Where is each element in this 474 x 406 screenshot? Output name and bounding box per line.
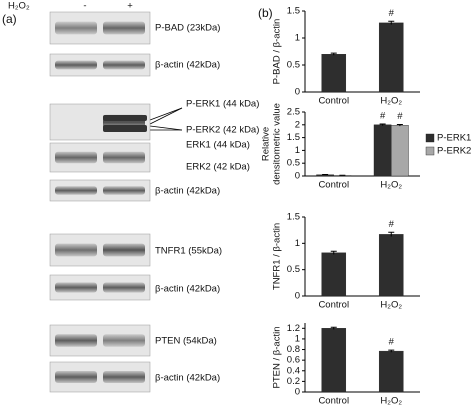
y-axis-label: PTEN / β-actin (272, 327, 283, 389)
bar (378, 234, 404, 297)
blot-band (103, 21, 145, 35)
y-tick-label: 0 (295, 171, 300, 182)
blot-band (103, 243, 145, 257)
x-tick-label: Control (318, 396, 349, 406)
panel-label: (a) (2, 12, 17, 26)
y-tick-label: 0.8 (287, 344, 300, 355)
y-tick-label: 1 (295, 145, 300, 156)
legend-marker (425, 146, 435, 156)
lane-label: - (83, 1, 86, 12)
y-tick-label: 1 (295, 333, 300, 344)
panel-label: (b) (258, 6, 273, 20)
blot-band (103, 371, 145, 383)
blot-band (55, 186, 97, 195)
bar (378, 350, 404, 393)
bar (391, 125, 409, 177)
y-axis-label: densitometric value (272, 103, 283, 185)
bar (321, 252, 347, 297)
y-tick-label: 2 (295, 119, 300, 130)
blot-band (55, 282, 97, 293)
y-tick-label: 1.5 (287, 132, 300, 143)
y-tick-label: 1.5 (287, 6, 300, 17)
blot-band (103, 282, 145, 293)
blot-band (103, 115, 147, 121)
blot-band (55, 334, 97, 347)
y-tick-label: 0 (295, 291, 300, 302)
error-bar (330, 326, 337, 330)
y-tick-label: 0.5 (287, 60, 300, 71)
y-tick-label: 0 (295, 87, 300, 98)
blot-label: P-ERK2 (42 kDa) (186, 125, 259, 136)
annotation: # (389, 337, 395, 348)
y-tick-label: 1 (295, 238, 300, 249)
y-tick-label: 1.2 (287, 323, 300, 334)
legend-label: P-ERK1 (437, 133, 471, 144)
blot-band (55, 151, 97, 164)
y-tick-label: 0.6 (287, 355, 300, 366)
x-tick-label: H₂O₂ (380, 396, 402, 406)
annotation: # (389, 219, 395, 230)
y-tick-label: 2.5 (287, 107, 300, 118)
annotation: # (389, 8, 395, 19)
blot-label: P-ERK1 (44 kDa) (186, 99, 259, 110)
blot-label: ERK2 (42 kDa) (186, 162, 250, 173)
blot-band (55, 21, 97, 35)
error-bar (388, 20, 395, 25)
blot-band (55, 60, 97, 70)
treatment-label: H₂O₂ (8, 1, 30, 12)
annotation: # (397, 111, 403, 122)
x-tick-label: Control (318, 96, 349, 107)
blot-label: β-actin (42kDa) (155, 186, 220, 197)
y-axis-label: P-BAD / β-actin (272, 19, 283, 85)
x-tick-label: Control (318, 180, 349, 191)
error-bar (322, 173, 329, 175)
y-axis-label: TNFR1 / β-actin (272, 223, 283, 290)
blot-label: P-BAD (23kDa) (155, 23, 220, 34)
blot-label: TNFR1 (55kDa) (155, 246, 222, 257)
y-tick-label: 0.5 (287, 158, 300, 169)
error-bar (396, 124, 403, 127)
legend-label: P-ERK2 (437, 146, 471, 157)
blot-band (103, 60, 145, 70)
blot-label: β-actin (42kDa) (155, 284, 220, 295)
error-bar (388, 349, 395, 353)
annotation: # (380, 111, 386, 122)
legend-marker (425, 133, 435, 143)
error-bar (339, 174, 346, 176)
error-bar (330, 250, 337, 255)
bar (321, 328, 347, 393)
y-tick-label: 0 (295, 387, 300, 398)
error-bar (379, 123, 386, 126)
x-tick-label: Control (318, 300, 349, 311)
blot-band (55, 371, 97, 383)
blot-band (103, 125, 147, 132)
y-tick-label: 1.5 (287, 212, 300, 223)
blot-label: β-actin (42kDa) (155, 373, 220, 384)
blot-label: PTEN (54kDa) (155, 336, 217, 347)
bar (321, 54, 347, 93)
blot (49, 53, 151, 77)
y-tick-label: 0.4 (287, 365, 300, 376)
blot-label: ERK1 (44 kDa) (186, 140, 250, 151)
blot-label: β-actin (42kDa) (155, 60, 220, 71)
y-axis-label: Relative (261, 127, 272, 161)
y-tick-label: 0.2 (287, 376, 300, 387)
error-bar (330, 52, 337, 56)
lane-label: + (127, 1, 133, 12)
blot-band (103, 334, 145, 347)
y-tick-label: 1 (295, 33, 300, 44)
x-tick-label: H₂O₂ (380, 180, 402, 191)
y-tick-label: 0.5 (287, 264, 300, 275)
bar (373, 124, 392, 177)
blot-band (103, 151, 145, 164)
x-tick-label: H₂O₂ (380, 96, 402, 107)
blot-band (103, 186, 145, 195)
blot-band (55, 243, 97, 257)
blot (49, 179, 151, 202)
connector-lines (149, 107, 183, 131)
x-tick-label: H₂O₂ (380, 300, 402, 311)
error-bar (388, 231, 395, 237)
bar (378, 22, 404, 93)
